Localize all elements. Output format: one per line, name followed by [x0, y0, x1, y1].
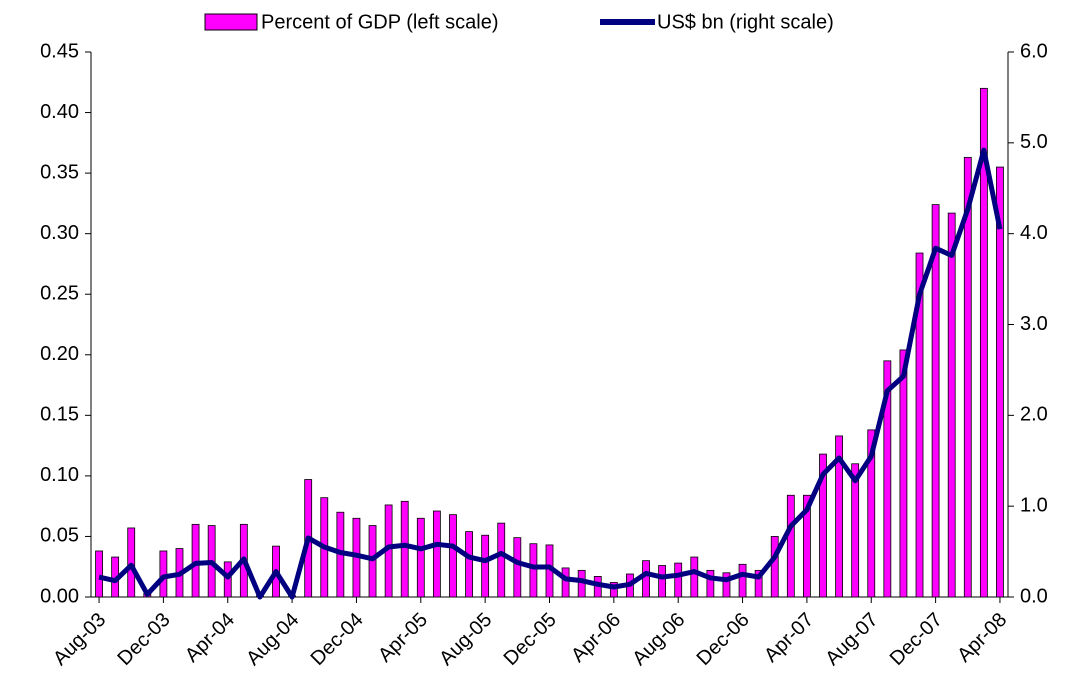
- bar: [465, 531, 473, 598]
- y2-tick-label: 2.0: [1020, 404, 1048, 426]
- legend-label: US$ bn (right scale): [657, 11, 834, 33]
- y-tick-label: 0.20: [40, 343, 79, 365]
- y2-tick-label: 6.0: [1020, 40, 1048, 62]
- x-tick-label: Aug-07: [821, 609, 882, 670]
- bar: [416, 517, 425, 598]
- bar: [931, 204, 940, 598]
- x-tick-label: Apr-05: [374, 609, 432, 667]
- bar: [867, 429, 876, 598]
- bar: [658, 565, 667, 598]
- bar: [754, 569, 763, 598]
- bar: [819, 453, 827, 598]
- x-tick-label: Aug-06: [628, 609, 689, 670]
- y-tick-label: 0.05: [40, 525, 79, 547]
- x-tick-label: Dec-07: [886, 609, 947, 670]
- bar: [674, 562, 683, 598]
- x-tick-label: Dec-06: [693, 609, 754, 670]
- bar: [400, 500, 409, 598]
- y-tick-label: 0.10: [40, 464, 79, 486]
- bar: [642, 560, 650, 598]
- bar: [803, 494, 811, 598]
- y-tick-label: 0.45: [40, 40, 79, 62]
- x-tick-label: Apr-07: [760, 609, 818, 667]
- legend-swatch: [204, 13, 258, 31]
- y2-tick-label: 0.0: [1020, 585, 1048, 607]
- bar: [915, 252, 924, 598]
- legend-label: Percent of GDP (left scale): [261, 11, 499, 33]
- bar: [481, 534, 490, 598]
- bar: [561, 567, 570, 598]
- x-tick-label: Aug-03: [49, 609, 110, 670]
- y2-tick-label: 4.0: [1020, 222, 1048, 244]
- bar: [706, 569, 715, 598]
- y-tick-label: 0.35: [40, 161, 79, 183]
- x-tick-label: Apr-06: [567, 609, 625, 667]
- bar: [95, 550, 103, 598]
- bar: [786, 494, 795, 598]
- y-tick-label: 0.25: [40, 283, 79, 305]
- bar: [899, 349, 908, 598]
- y-tick-label: 0.15: [40, 404, 79, 426]
- bar: [835, 435, 843, 598]
- bar: [513, 537, 522, 598]
- y-tick-label: 0.00: [40, 585, 79, 607]
- x-tick-label: Dec-04: [307, 609, 368, 670]
- bar: [851, 463, 860, 598]
- bar: [883, 360, 892, 598]
- x-tick-label: Aug-05: [435, 609, 496, 670]
- x-tick-label: Apr-04: [181, 609, 239, 667]
- bar: [722, 572, 731, 598]
- line: [98, 147, 1003, 600]
- bar: [497, 522, 506, 598]
- bar: [963, 156, 972, 598]
- bar: [609, 582, 618, 598]
- bar: [529, 543, 538, 598]
- bar: [996, 166, 1004, 598]
- bar: [690, 556, 699, 598]
- x-tick-label: Dec-05: [500, 609, 561, 670]
- y2-tick-label: 1.0: [1020, 494, 1048, 516]
- y2-tick-label: 3.0: [1020, 313, 1048, 335]
- bar: [191, 523, 200, 598]
- bar: [127, 527, 136, 598]
- x-tick-label: Aug-04: [242, 609, 303, 670]
- x-tick-label: Apr-08: [953, 609, 1011, 667]
- bar: [738, 563, 747, 598]
- bar: [159, 550, 168, 598]
- bar: [947, 212, 956, 598]
- x-tick-label: Dec-03: [114, 609, 175, 670]
- y-tick-label: 0.30: [40, 222, 79, 244]
- y2-tick-label: 5.0: [1020, 131, 1048, 153]
- bar: [432, 510, 441, 598]
- y-tick-label: 0.40: [40, 101, 79, 123]
- bar: [979, 87, 988, 598]
- bar: [770, 536, 779, 598]
- bar: [449, 514, 457, 598]
